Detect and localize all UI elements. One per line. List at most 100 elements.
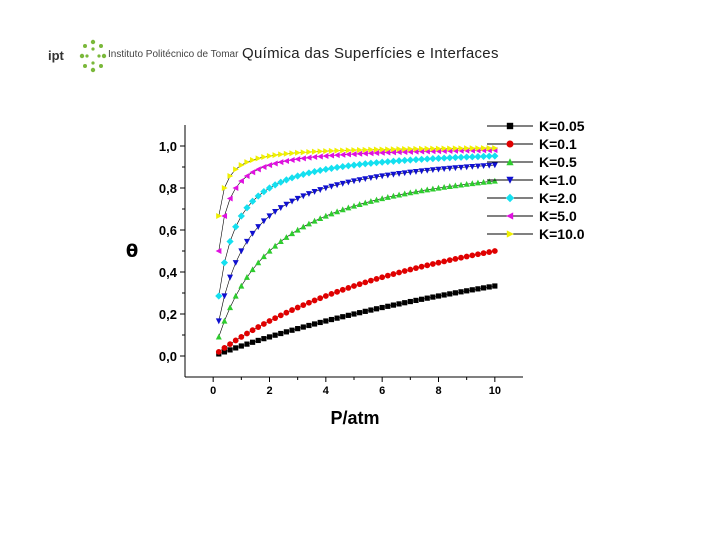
data-point (435, 293, 442, 299)
data-point (362, 150, 368, 157)
data-point (289, 230, 296, 237)
data-point (227, 347, 233, 353)
data-point (401, 190, 408, 197)
data-point (351, 147, 358, 154)
legend-label: K=10.0 (539, 226, 585, 242)
data-point (345, 179, 352, 186)
data-point (260, 253, 267, 260)
x-tick-label: 6 (379, 385, 385, 397)
data-point (249, 230, 256, 237)
legend-item: K=5.0 (487, 208, 577, 224)
data-point (458, 289, 464, 295)
data-point (424, 186, 431, 193)
data-point (457, 153, 465, 161)
data-point (334, 147, 341, 154)
data-point (390, 146, 397, 153)
data-point (215, 318, 222, 325)
data-point (244, 159, 251, 166)
data-point (277, 312, 284, 319)
data-point (368, 307, 374, 313)
data-point (300, 149, 307, 156)
data-point (232, 260, 239, 266)
data-point (295, 149, 301, 156)
data-point (266, 162, 273, 169)
data-point (249, 266, 256, 273)
data-point (357, 146, 363, 153)
legend-marker (506, 122, 514, 130)
data-point (300, 155, 306, 162)
data-point (227, 173, 234, 180)
x-tick-label: 2 (266, 385, 272, 397)
data-point (452, 290, 458, 296)
y-tick-label: 0,4 (159, 265, 178, 280)
data-point (250, 339, 256, 345)
y-tick-label: 0,6 (159, 223, 177, 238)
data-point (266, 334, 273, 340)
data-point (384, 194, 391, 200)
data-point (317, 187, 324, 193)
data-point (238, 162, 245, 169)
data-point (440, 154, 448, 162)
data-point (261, 154, 268, 161)
data-point (396, 269, 402, 276)
data-point (390, 271, 397, 277)
data-point (429, 155, 437, 163)
data-point (317, 215, 324, 222)
data-point (424, 145, 431, 152)
data-point (272, 209, 279, 215)
data-point (485, 152, 493, 160)
data-point (243, 274, 250, 280)
data-point (328, 290, 335, 297)
data-point (334, 315, 340, 321)
data-point (418, 263, 425, 270)
data-point (362, 199, 369, 206)
data-point (395, 157, 403, 165)
data-point (356, 160, 364, 169)
data-point (469, 287, 475, 293)
data-point (491, 162, 498, 169)
data-point (266, 152, 273, 159)
data-point (333, 152, 340, 159)
data-point (282, 176, 290, 184)
data-point (310, 168, 319, 176)
data-point (255, 166, 261, 173)
data-point (389, 157, 398, 165)
data-point (266, 247, 273, 254)
data-point (464, 145, 470, 152)
data-point (328, 147, 335, 154)
data-point (238, 334, 245, 340)
data-point (412, 156, 420, 164)
data-point (294, 195, 301, 202)
data-point (418, 155, 426, 163)
data-point (340, 314, 346, 320)
data-point (367, 159, 375, 167)
data-point (339, 206, 346, 213)
data-point (390, 302, 397, 308)
data-point (350, 151, 357, 158)
data-point (367, 150, 374, 157)
data-point (447, 145, 453, 152)
data-point (463, 164, 470, 171)
data-point (418, 148, 425, 155)
data-point (305, 191, 312, 197)
data-point (226, 195, 233, 202)
data-point (357, 310, 363, 316)
data-point (345, 284, 352, 291)
data-point (402, 300, 408, 306)
data-point (418, 187, 425, 194)
data-point (452, 145, 459, 152)
data-point (238, 248, 245, 255)
legend-marker (505, 193, 515, 203)
data-point (430, 145, 437, 152)
legend-marker (506, 158, 514, 166)
data-point (277, 159, 284, 166)
data-point (446, 165, 453, 172)
data-point (458, 254, 464, 261)
legend-item: K=0.5 (487, 154, 577, 170)
data-point (255, 324, 262, 330)
data-point (446, 257, 453, 264)
data-point (311, 189, 318, 195)
legend-item: K=0.05 (487, 118, 585, 134)
data-point (328, 210, 335, 217)
legend-item: K=0.1 (487, 136, 577, 152)
